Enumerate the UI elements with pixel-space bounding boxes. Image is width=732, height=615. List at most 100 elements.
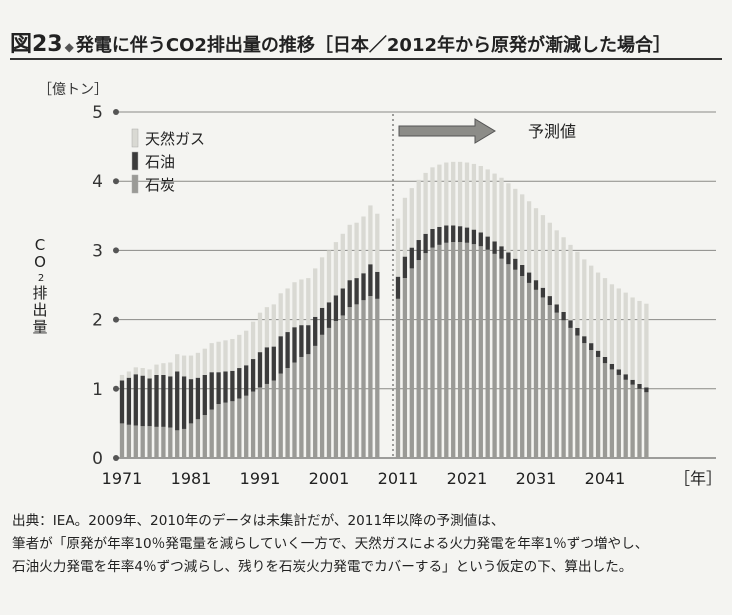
bar-gas	[340, 233, 345, 289]
bar-oil	[326, 302, 332, 328]
bar-coal	[216, 404, 221, 458]
bar-oil	[354, 278, 359, 305]
bar-oil	[154, 374, 159, 427]
bar-coal	[630, 384, 635, 458]
bar-gas	[437, 164, 442, 227]
bar-oil	[361, 273, 366, 301]
bar-oil	[561, 311, 566, 321]
bar-oil	[554, 304, 559, 313]
bar-coal	[126, 424, 132, 458]
x-unit-label: ［年］	[674, 469, 722, 488]
forecast-label: 予測値	[528, 122, 576, 141]
bar-gas	[616, 288, 621, 370]
bar-gas	[430, 167, 435, 229]
bar-coal	[264, 383, 270, 458]
bar-coal	[340, 315, 345, 458]
bar-oil	[375, 271, 380, 299]
bar-coal	[595, 356, 601, 458]
bar-oil	[340, 288, 345, 316]
legend-swatch	[131, 128, 139, 148]
bar-coal	[154, 426, 159, 458]
bar-gas	[209, 343, 214, 373]
bar-gas	[375, 213, 380, 272]
bar-oil	[416, 240, 421, 261]
bar-coal	[437, 244, 442, 458]
bar-oil	[644, 387, 649, 393]
y-axis-label: C O 2 排出量	[32, 236, 47, 336]
bar-oil	[188, 379, 194, 424]
bar-gas	[602, 278, 608, 357]
bar-coal	[195, 419, 201, 458]
bar-gas	[168, 362, 173, 377]
bar-coal	[395, 298, 401, 458]
bar-coal	[368, 296, 373, 458]
bar-coal	[147, 426, 152, 458]
bar-gas	[354, 222, 359, 279]
bar-gas	[175, 354, 180, 372]
legend-label: 石油	[145, 153, 175, 171]
bar-oil	[478, 232, 483, 247]
bar-oil	[409, 247, 414, 269]
bar-gas	[416, 179, 421, 241]
bar-gas	[161, 363, 166, 375]
forecast-arrow-icon	[398, 118, 496, 144]
bar-coal	[589, 350, 594, 458]
bar-gas	[299, 279, 304, 326]
bar-gas	[547, 222, 552, 297]
bar-oil	[402, 256, 408, 279]
bar-coal	[250, 391, 256, 458]
bar-gas	[154, 364, 159, 375]
bar-coal	[361, 300, 366, 458]
bar-gas	[568, 244, 573, 321]
bar-gas	[423, 172, 428, 234]
bar-coal	[471, 244, 477, 458]
y-tick-label: 1	[92, 380, 103, 400]
bar-oil	[133, 374, 138, 426]
x-tick-label: 1981	[171, 469, 212, 488]
bar-oil	[306, 325, 311, 355]
figure-title-bar: 図23 ◆ 発電に伴うCO2排出量の推移［日本／2012年から原発が漸減した場合］	[10, 26, 722, 60]
bar-coal	[554, 312, 559, 458]
bar-oil	[637, 383, 642, 389]
bar-coal	[161, 426, 166, 458]
bar-coal	[244, 395, 249, 458]
bar-coal	[492, 253, 497, 458]
bar-oil	[271, 346, 276, 381]
bar-gas	[506, 183, 511, 253]
bar-gas	[582, 259, 587, 337]
bar-coal	[181, 428, 187, 458]
bar-coal	[257, 387, 263, 458]
bar-gas	[644, 303, 649, 388]
bar-gas	[554, 230, 559, 305]
bar-coal	[175, 430, 180, 458]
bar-oil	[589, 343, 594, 351]
bar-coal	[237, 398, 242, 458]
co2-chart: 0 1 2 3 4 5 ［億トン］ C O 2 排出量 1971 1981 1991 2001 2011 202…	[32, 82, 722, 488]
bar-gas	[133, 367, 138, 375]
bar-gas	[319, 257, 325, 308]
bar-coal	[347, 307, 352, 458]
bar-oil	[395, 276, 401, 299]
bar-oil	[175, 371, 180, 431]
bar-coal	[485, 249, 490, 458]
x-tick-label: 1971	[102, 469, 143, 488]
bar-gas	[119, 374, 125, 381]
bar-coal	[333, 320, 339, 458]
bar-coal	[451, 242, 456, 458]
bar-oil	[181, 376, 187, 429]
bar-coal	[402, 278, 408, 458]
bar-gas	[499, 177, 504, 247]
bar-oil	[168, 376, 173, 428]
title-underline	[10, 58, 722, 60]
bar-gas	[575, 251, 580, 328]
bar-coal	[602, 363, 608, 458]
bar-coal	[354, 304, 359, 458]
bar-gas	[278, 293, 283, 337]
bar-gas	[520, 194, 525, 265]
bar-oil	[602, 356, 608, 364]
bar-oil	[540, 287, 546, 298]
bar-coal	[133, 425, 138, 458]
bar-gas	[306, 278, 311, 326]
bar-oil	[568, 320, 573, 328]
bar-gas	[250, 321, 256, 360]
